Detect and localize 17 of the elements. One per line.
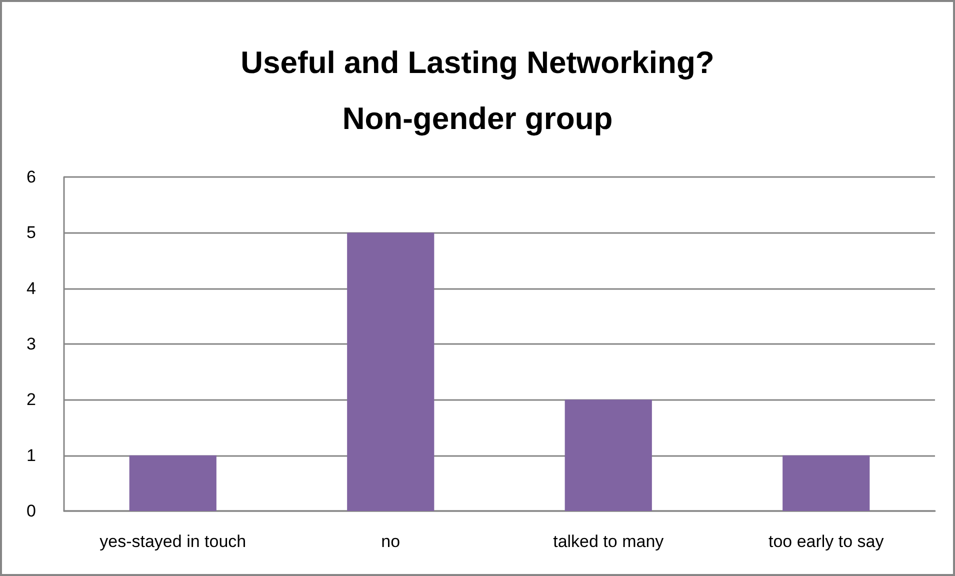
chart-subtitle: Non-gender group: [342, 101, 613, 136]
y-tick-label: 5: [26, 223, 36, 242]
y-tick-label: 3: [26, 334, 36, 354]
y-tick-label: 1: [26, 446, 36, 465]
bar: [129, 455, 216, 511]
bar: [347, 232, 434, 511]
y-tick-label: 4: [26, 278, 36, 298]
x-tick-label: talked to many: [553, 532, 664, 551]
x-tick-label: too early to say: [768, 532, 884, 551]
y-tick-label: 2: [26, 390, 36, 410]
chart-title: Useful and Lasting Networking?: [240, 45, 714, 80]
y-tick-label: 0: [26, 502, 36, 520]
x-tick-label: no: [381, 532, 400, 551]
bar: [782, 455, 870, 511]
bar: [564, 400, 652, 511]
y-tick-label: 6: [26, 168, 36, 186]
x-tick-label: yes-stayed in touch: [100, 532, 246, 551]
